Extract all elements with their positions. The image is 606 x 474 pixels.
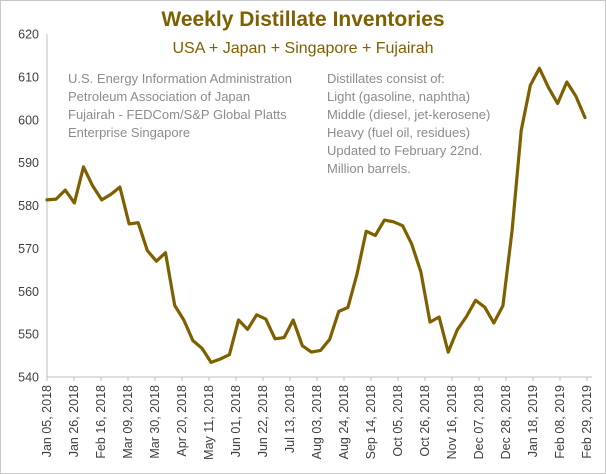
x-tick-label: Oct 26, 2018 bbox=[418, 385, 432, 457]
series-group bbox=[45, 66, 587, 364]
x-tick-label: Apr 20, 2018 bbox=[175, 385, 189, 457]
note-line: Light (gasoline, naphtha) bbox=[327, 89, 470, 104]
x-tick-label: Aug 24, 2018 bbox=[337, 385, 351, 459]
source-line: Enterprise Singapore bbox=[68, 125, 190, 140]
note-line: Middle (diesel, jet-kerosene) bbox=[327, 107, 490, 122]
x-tick-label: Nov 16, 2018 bbox=[445, 385, 459, 459]
note-line: Updated to February 22nd. bbox=[327, 143, 482, 158]
notes-annotation: Distillates consist of: Light (gasoline, … bbox=[327, 71, 490, 176]
source-line: U.S. Energy Information Administration bbox=[68, 71, 292, 86]
x-tick-label: Jan 05, 2018 bbox=[40, 385, 54, 457]
x-tick-label: Sep 14, 2018 bbox=[364, 385, 378, 459]
y-tick-label: 570 bbox=[18, 242, 39, 256]
x-tick-label: May 11, 2018 bbox=[202, 385, 216, 460]
x-tick-label: Dec 28, 2018 bbox=[499, 385, 513, 459]
x-tick-label: Aug 03, 2018 bbox=[310, 385, 324, 459]
chart-title: Weekly Distillate Inventories bbox=[161, 8, 444, 31]
x-tick-label: Jun 01, 2018 bbox=[229, 385, 243, 457]
x-tick-label: Jan 26, 2018 bbox=[67, 385, 81, 457]
chart-subtitle: USA + Japan + Singapore + Fujairah bbox=[172, 40, 433, 57]
x-tick-label: Jun 22, 2018 bbox=[256, 385, 270, 457]
x-tick-label: Feb 29, 2019 bbox=[580, 385, 594, 459]
x-tick-label: Jan 18, 2019 bbox=[526, 385, 540, 457]
source-line: Fujairah - FEDCom/S&P Global Platts bbox=[68, 107, 287, 122]
source-line: Petroleum Association of Japan bbox=[68, 89, 250, 104]
y-tick-label: 540 bbox=[18, 371, 39, 385]
series-line bbox=[45, 66, 587, 364]
y-tick-label: 610 bbox=[18, 70, 39, 84]
note-line: Million barrels. bbox=[327, 161, 411, 176]
y-tick-label: 590 bbox=[18, 156, 39, 170]
note-line: Distillates consist of: bbox=[327, 71, 445, 86]
sources-annotation: U.S. Energy Information Administration Pe… bbox=[68, 71, 292, 140]
x-tick-label: Dec 07, 2018 bbox=[472, 385, 486, 459]
x-tick-label: Oct 05, 2018 bbox=[391, 385, 405, 457]
y-tick-label: 600 bbox=[18, 113, 39, 127]
note-line: Heavy (fuel oil, residues) bbox=[327, 125, 470, 140]
x-axis-ticks: Jan 05, 2018 Jan 26, 2018 Feb 16, 2018 Mar … bbox=[40, 377, 594, 460]
y-tick-label: 560 bbox=[18, 285, 39, 299]
y-axis-ticks: 540 550 560 570 580 590 600 610 620 bbox=[18, 28, 39, 385]
x-tick-label: Mar 30, 2018 bbox=[148, 385, 162, 459]
x-tick-label: Feb 08, 2019 bbox=[553, 385, 567, 459]
x-tick-label: Mar 09, 2018 bbox=[121, 385, 135, 459]
y-tick-label: 580 bbox=[18, 199, 39, 213]
x-tick-label: Jul 13, 2018 bbox=[283, 385, 297, 453]
x-tick-label: Feb 16, 2018 bbox=[94, 385, 108, 459]
y-tick-label: 550 bbox=[18, 328, 39, 342]
y-tick-label: 620 bbox=[18, 28, 39, 42]
